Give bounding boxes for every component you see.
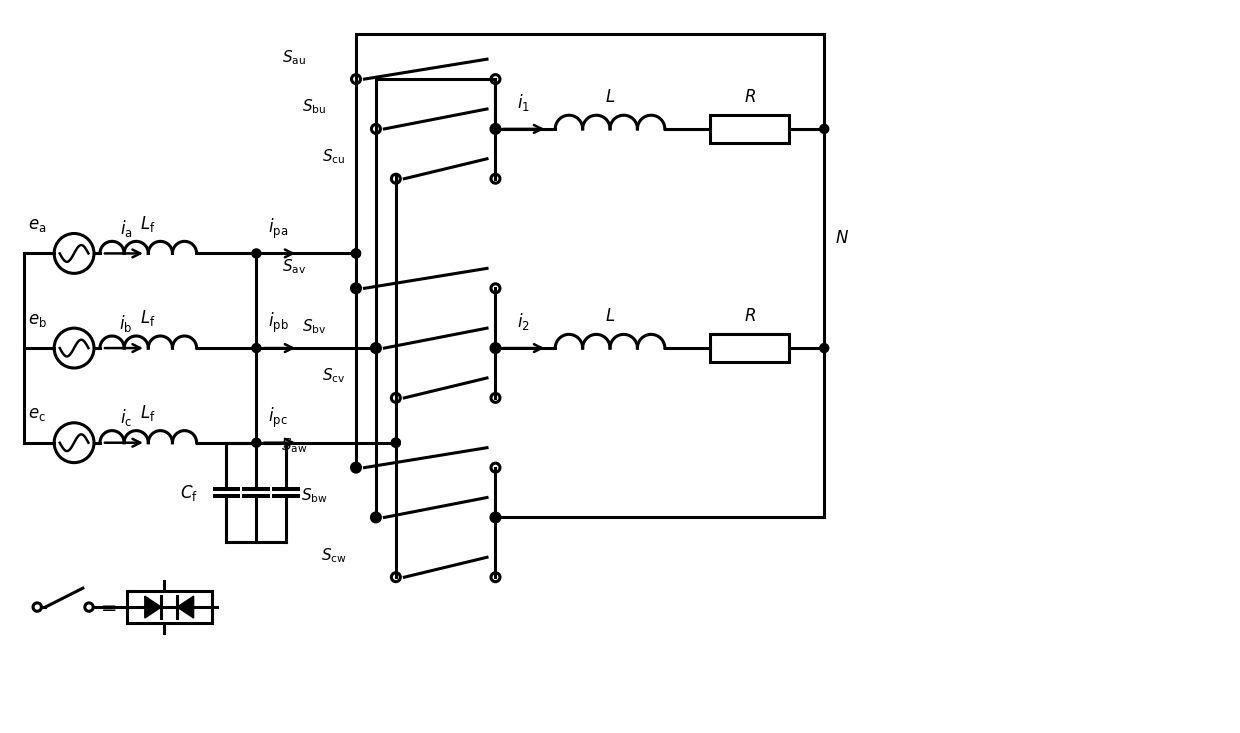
Bar bbox=[709, 115, 790, 143]
Text: $S_{\rm bv}$: $S_{\rm bv}$ bbox=[303, 317, 326, 336]
Circle shape bbox=[372, 344, 381, 353]
Text: $L$: $L$ bbox=[605, 308, 615, 325]
Text: $L_{\rm f}$: $L_{\rm f}$ bbox=[140, 403, 156, 423]
Circle shape bbox=[372, 344, 381, 353]
Text: $S_{\rm bw}$: $S_{\rm bw}$ bbox=[301, 486, 327, 505]
Text: $S_{\rm aw}$: $S_{\rm aw}$ bbox=[281, 436, 308, 455]
Circle shape bbox=[491, 125, 500, 133]
Text: $S_{\rm au}$: $S_{\rm au}$ bbox=[283, 48, 306, 67]
Bar bbox=[709, 334, 790, 362]
Circle shape bbox=[392, 438, 401, 447]
Circle shape bbox=[491, 513, 500, 522]
Text: $S_{\rm bu}$: $S_{\rm bu}$ bbox=[303, 97, 326, 117]
Text: $L_{\rm f}$: $L_{\rm f}$ bbox=[140, 308, 156, 328]
Text: $e_{\rm c}$: $e_{\rm c}$ bbox=[29, 406, 46, 424]
Text: $S_{\rm cv}$: $S_{\rm cv}$ bbox=[322, 366, 346, 386]
Circle shape bbox=[351, 284, 361, 292]
Circle shape bbox=[491, 344, 500, 353]
Text: $R$: $R$ bbox=[744, 89, 755, 106]
Text: $S_{\rm av}$: $S_{\rm av}$ bbox=[283, 257, 306, 276]
Text: $N$: $N$ bbox=[836, 230, 849, 247]
Text: $L$: $L$ bbox=[605, 89, 615, 106]
Circle shape bbox=[351, 249, 361, 258]
Text: $C_{\rm f}$: $C_{\rm f}$ bbox=[180, 482, 197, 503]
Text: $=$: $=$ bbox=[97, 598, 117, 616]
Text: $e_{\rm a}$: $e_{\rm a}$ bbox=[29, 217, 46, 234]
Circle shape bbox=[252, 438, 260, 447]
Circle shape bbox=[392, 438, 401, 447]
Text: $S_{\rm cw}$: $S_{\rm cw}$ bbox=[321, 546, 347, 564]
Text: $i_{\rm a}$: $i_{\rm a}$ bbox=[119, 218, 133, 239]
Text: $i_{\rm b}$: $i_{\rm b}$ bbox=[119, 313, 133, 334]
Circle shape bbox=[351, 463, 361, 472]
Text: $R$: $R$ bbox=[744, 308, 755, 325]
Text: $i_{\rm pa}$: $i_{\rm pa}$ bbox=[268, 216, 289, 240]
Polygon shape bbox=[145, 596, 161, 618]
Text: $i_{\rm pc}$: $i_{\rm pc}$ bbox=[269, 405, 288, 430]
Text: $i_{\rm pb}$: $i_{\rm pb}$ bbox=[268, 311, 289, 335]
Circle shape bbox=[372, 513, 381, 522]
Text: $i_1$: $i_1$ bbox=[517, 92, 529, 112]
Text: $S_{\rm cu}$: $S_{\rm cu}$ bbox=[322, 147, 346, 166]
Text: $i_{\rm c}$: $i_{\rm c}$ bbox=[120, 408, 131, 428]
Text: $L_{\rm f}$: $L_{\rm f}$ bbox=[140, 213, 156, 234]
Text: $i_2$: $i_2$ bbox=[517, 311, 529, 331]
Circle shape bbox=[252, 344, 260, 353]
Circle shape bbox=[820, 125, 828, 133]
Circle shape bbox=[252, 249, 260, 258]
Circle shape bbox=[351, 249, 361, 258]
Text: $e_{\rm b}$: $e_{\rm b}$ bbox=[27, 312, 47, 328]
Polygon shape bbox=[177, 596, 193, 618]
Circle shape bbox=[820, 344, 828, 353]
